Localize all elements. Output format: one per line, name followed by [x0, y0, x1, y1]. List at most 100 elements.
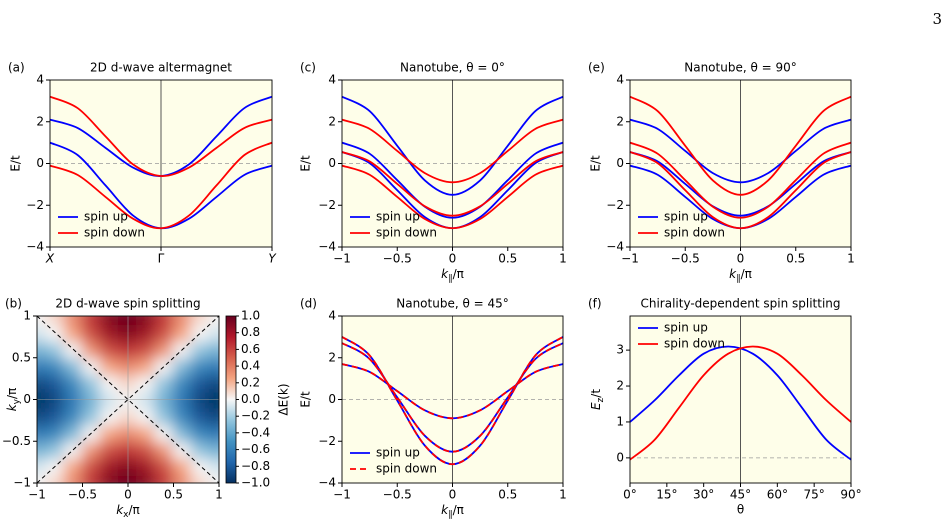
heatmap-cell: [190, 340, 211, 359]
diagonal: [36, 315, 220, 484]
heatmap-cell: [99, 356, 120, 376]
y-tick-label: −2: [606, 198, 624, 212]
y-tick-label: 2: [328, 350, 336, 364]
y-tick-label: 1: [616, 414, 624, 428]
band-line: [341, 363, 564, 420]
x-axis-label: θ: [737, 503, 744, 517]
y-tick-label: 4: [328, 309, 336, 323]
heatmap-cell: [37, 323, 48, 343]
y-axis-label-part: /π: [5, 388, 19, 399]
x-tick-label: −1: [28, 488, 46, 502]
heatmap-cell: [37, 340, 48, 359]
heatmap-cell: [154, 406, 175, 426]
x-tick-label: 0: [124, 488, 132, 502]
panel-label: (d): [300, 297, 317, 311]
band-line: [49, 95, 273, 177]
y-tick-label: 0.5: [12, 350, 31, 364]
panel-title: Nanotube, θ = 45°: [396, 297, 509, 311]
x-axis-label-part: k: [729, 267, 737, 281]
x-tick-label: 0: [737, 252, 745, 266]
heatmap-cell: [63, 316, 84, 326]
y-tick-label: 3: [616, 343, 624, 357]
y-tick-label: −2: [318, 198, 336, 212]
x-tick-label: −1: [621, 252, 639, 266]
heatmap-cell: [99, 340, 120, 359]
y-axis-label: E/t: [299, 155, 313, 172]
band-line: [49, 141, 273, 230]
y-tick-label: 2: [616, 379, 624, 393]
heatmap-cell: [37, 440, 48, 459]
legend-label: spin up: [376, 446, 420, 460]
heatmap-cell: [136, 456, 157, 476]
panel-title: 2D d-wave spin splitting: [55, 297, 200, 311]
heatmap-cell: [45, 440, 66, 459]
panel-title: Chirality-dependent spin splitting: [640, 297, 840, 311]
x-tick-label: 45°: [730, 488, 751, 502]
x-axis-label-part: ∥: [448, 274, 453, 284]
heatmap-cell: [208, 323, 219, 343]
heatmap-cell: [37, 473, 48, 483]
colorbar-label: ΔE(k): [277, 383, 291, 415]
x-tick-label: 0.5: [786, 252, 805, 266]
heatmap-cell: [81, 456, 102, 476]
x-tick-label: 1: [559, 252, 567, 266]
heatmap-cell: [172, 373, 193, 393]
heatmap-cell: [99, 440, 120, 459]
band-line: [629, 141, 852, 219]
legend-label: spin down: [376, 462, 437, 476]
heatmap-cell: [63, 423, 84, 443]
heatmap-cell: [99, 473, 120, 483]
heatmap-cell: [172, 323, 193, 343]
heatmap-cell: [81, 373, 102, 393]
colorbar-tick-label: 1.0: [241, 309, 260, 323]
y-tick-label: −4: [26, 240, 44, 254]
heatmap-cell: [45, 473, 66, 483]
x-axis-label-part: k: [441, 267, 449, 281]
heatmap-cell: [63, 456, 84, 476]
colorbar-tick-label: −0.8: [241, 459, 270, 473]
heatmap-cell: [136, 340, 157, 359]
colorbar-tick-label: −0.2: [241, 409, 270, 423]
heatmap-cell: [154, 423, 175, 443]
y-axis-label: Ez/t: [589, 389, 606, 410]
band-line: [341, 95, 564, 196]
heatmap-cell: [208, 356, 219, 376]
heatmap-cell: [99, 316, 120, 326]
heatmap-cell: [81, 440, 102, 459]
heatmap-cell: [81, 473, 102, 483]
heatmap-cell: [81, 316, 102, 326]
colorbar-tick-label: 0.0: [241, 392, 260, 406]
legend-label: spin up: [84, 210, 128, 224]
x-tick-label: 75°: [804, 488, 825, 502]
x-tick-label: −1: [333, 252, 351, 266]
heatmap-cell: [208, 423, 219, 443]
y-tick-label: 2: [328, 114, 336, 128]
heatmap-cell: [172, 316, 193, 326]
x-tick-label: 0.5: [498, 488, 517, 502]
colorbar-tick-label: 0.2: [241, 375, 260, 389]
y-axis-label-part: /t: [589, 389, 603, 398]
colorbar: [225, 315, 237, 484]
x-axis-label: k∥/π: [441, 267, 464, 284]
legend-label: spin down: [664, 337, 725, 351]
x-axis-label-part: /π: [129, 503, 140, 517]
colorbar-tick-label: 0.4: [241, 359, 260, 373]
x-axis-label: k∥/π: [729, 267, 752, 284]
heatmap-cell: [208, 406, 219, 426]
x-axis-label-part: ∥: [736, 274, 741, 284]
y-axis-label: ky/π: [5, 388, 22, 412]
band-line: [629, 345, 852, 461]
y-tick-label: 0: [616, 156, 624, 170]
y-tick-label: 1: [23, 309, 31, 323]
heatmap-cell: [208, 440, 219, 459]
x-tick-label: −0.5: [383, 488, 412, 502]
heatmap-cell: [190, 456, 211, 476]
heatmap-cell: [154, 340, 175, 359]
heatmap-cell: [154, 456, 175, 476]
heatmap-cell: [136, 323, 157, 343]
heatmap-cell: [154, 316, 175, 326]
heatmap-cell: [81, 406, 102, 426]
legend-label: spin up: [664, 321, 708, 335]
x-tick-label: −0.5: [68, 488, 97, 502]
